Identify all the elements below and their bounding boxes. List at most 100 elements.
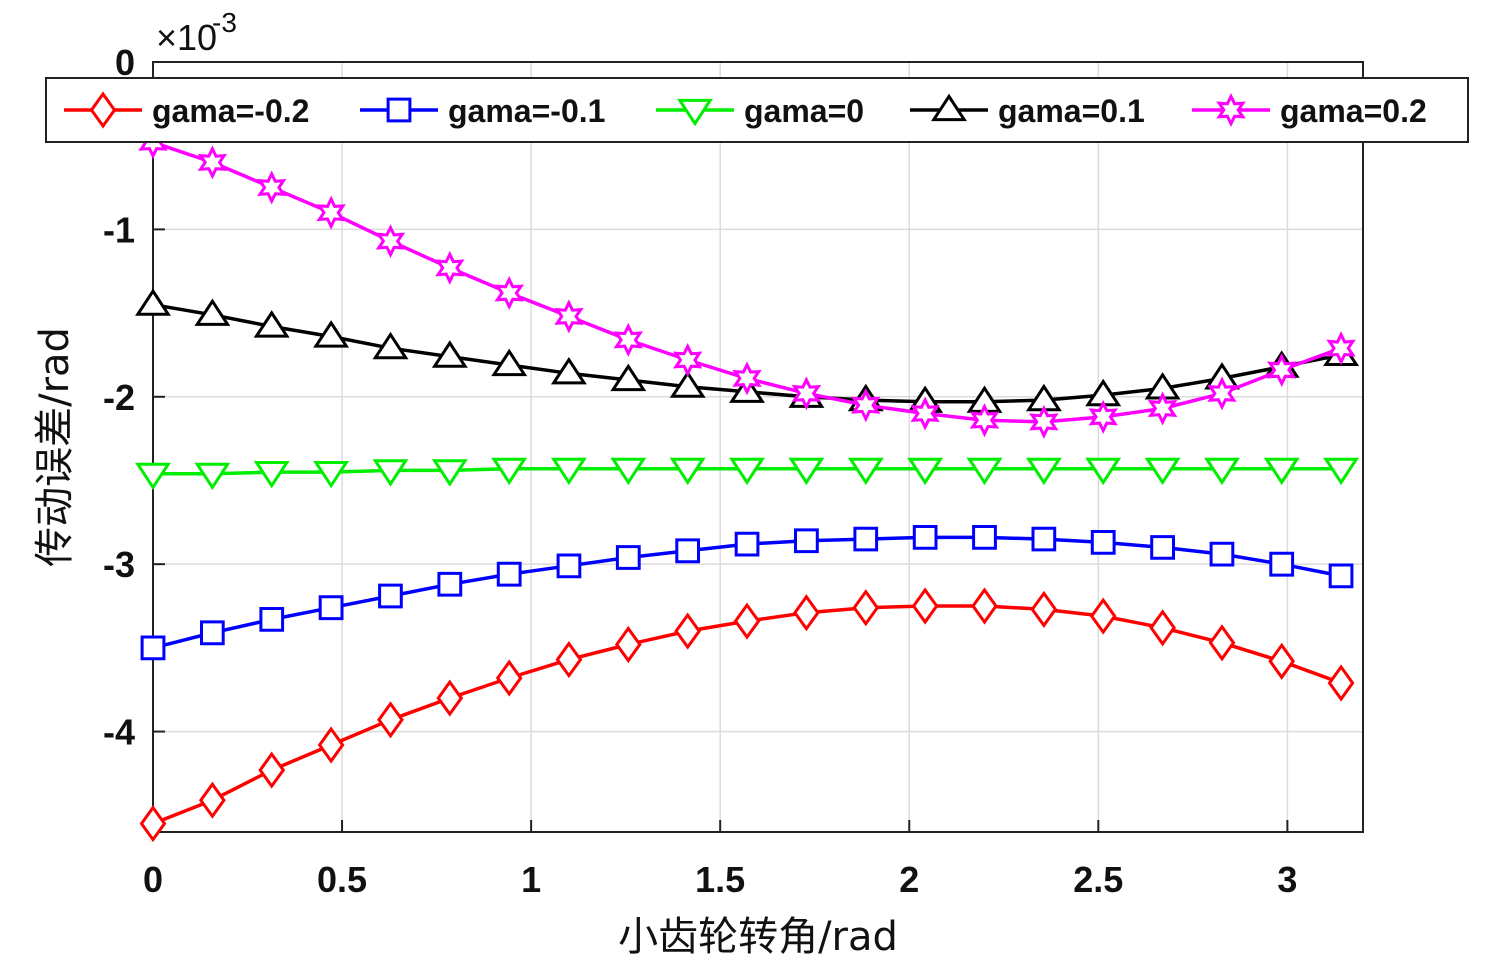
data-point — [313, 461, 350, 489]
y-tick-label: -4 — [103, 712, 135, 753]
x-tick-label: 3 — [1277, 859, 1297, 900]
data-point — [194, 462, 231, 491]
data-point — [554, 299, 584, 334]
data-point — [669, 370, 706, 398]
data-point — [1207, 376, 1237, 411]
plot-area-frame — [152, 61, 1364, 833]
data-point — [788, 457, 825, 486]
data-point — [1029, 404, 1059, 439]
data-point — [257, 170, 287, 205]
x-tick-label: 0 — [143, 859, 163, 900]
data-point — [1088, 399, 1118, 434]
data-point — [1263, 457, 1300, 486]
data-point — [135, 288, 171, 316]
data-point — [1326, 331, 1356, 366]
data-point — [907, 457, 944, 486]
data-point — [791, 376, 822, 411]
data-point — [1144, 457, 1181, 486]
data-point — [1204, 457, 1240, 486]
legend: gama=-0.2 gama=-0.1 gama=0 gama=0.1 gama=0.2 — [45, 77, 1469, 143]
data-point — [435, 250, 465, 285]
data-point — [491, 457, 528, 486]
data-point — [1216, 92, 1246, 128]
data-point — [1327, 664, 1355, 702]
data-point — [615, 545, 641, 570]
data-point — [969, 403, 1000, 438]
data-point — [1089, 597, 1117, 635]
data-point — [198, 781, 226, 819]
data-point — [431, 459, 468, 487]
data-point — [556, 553, 582, 579]
data-point — [1150, 535, 1175, 560]
grid — [152, 61, 1363, 832]
data-point — [253, 310, 290, 338]
data-point — [729, 457, 765, 486]
data-point — [372, 331, 409, 360]
data-point — [550, 457, 587, 486]
data-point — [372, 459, 409, 487]
data-point — [1030, 590, 1058, 628]
x-tick-label: 1.5 — [695, 859, 745, 900]
data-point — [436, 679, 464, 717]
legend-label: gama=-0.1 — [448, 93, 605, 129]
data-point — [253, 461, 290, 489]
x-tick-label: 1 — [521, 859, 541, 900]
data-point — [1268, 642, 1296, 680]
y-axis-label: 传动误差/rad — [32, 327, 78, 567]
data-point — [437, 571, 463, 597]
y-tick-label: 0 — [115, 42, 135, 83]
data-point — [135, 462, 171, 491]
data-point — [496, 561, 522, 587]
series-3 — [135, 457, 1360, 491]
data-point — [852, 589, 880, 627]
data-point — [200, 620, 225, 646]
data-point — [317, 726, 345, 764]
y-tick-label: -1 — [103, 209, 135, 250]
data-point — [931, 93, 967, 122]
y-tick-label: -2 — [103, 377, 135, 418]
data-point — [972, 525, 997, 550]
data-point — [910, 396, 940, 431]
legend-label: gama=0 — [744, 93, 864, 129]
data-point — [613, 322, 644, 357]
data-point — [1328, 563, 1354, 589]
data-point — [1031, 526, 1057, 552]
data-point — [911, 587, 939, 625]
data-point — [1323, 457, 1360, 486]
data-point — [258, 751, 286, 789]
data-point — [733, 602, 761, 640]
data-point — [674, 612, 702, 650]
ticks: 0 0.5 1 1.5 2 2.5 3 0 -1 -2 -3 -4 — [103, 42, 1297, 900]
y-axis-exponent: -3 — [212, 7, 237, 38]
x-tick-label: 0.5 — [317, 859, 367, 900]
data-point — [966, 457, 1003, 486]
data-point — [793, 594, 820, 632]
y-axis-multiplier: ×10 — [156, 17, 217, 58]
data-point — [1266, 352, 1297, 388]
data-point — [259, 607, 285, 632]
data-point — [1209, 541, 1235, 567]
series-group — [135, 125, 1360, 843]
data-point — [555, 641, 583, 679]
data-point — [1269, 551, 1295, 577]
data-point — [1147, 391, 1178, 426]
data-point — [313, 320, 350, 348]
data-point — [386, 97, 412, 123]
data-point — [847, 457, 884, 486]
data-point — [375, 224, 406, 259]
data-point — [669, 457, 706, 486]
data-point — [614, 625, 642, 664]
data-point — [732, 361, 762, 396]
series-1 — [139, 587, 1355, 843]
x-tick-label: 2.5 — [1073, 859, 1123, 900]
data-point — [734, 531, 760, 557]
data-point — [194, 298, 231, 326]
data-point — [197, 145, 228, 180]
data-point — [610, 457, 647, 486]
data-point — [1090, 530, 1116, 555]
series-2 — [140, 525, 1354, 661]
data-point — [677, 98, 713, 127]
data-point — [378, 583, 403, 609]
data-point — [491, 348, 528, 377]
